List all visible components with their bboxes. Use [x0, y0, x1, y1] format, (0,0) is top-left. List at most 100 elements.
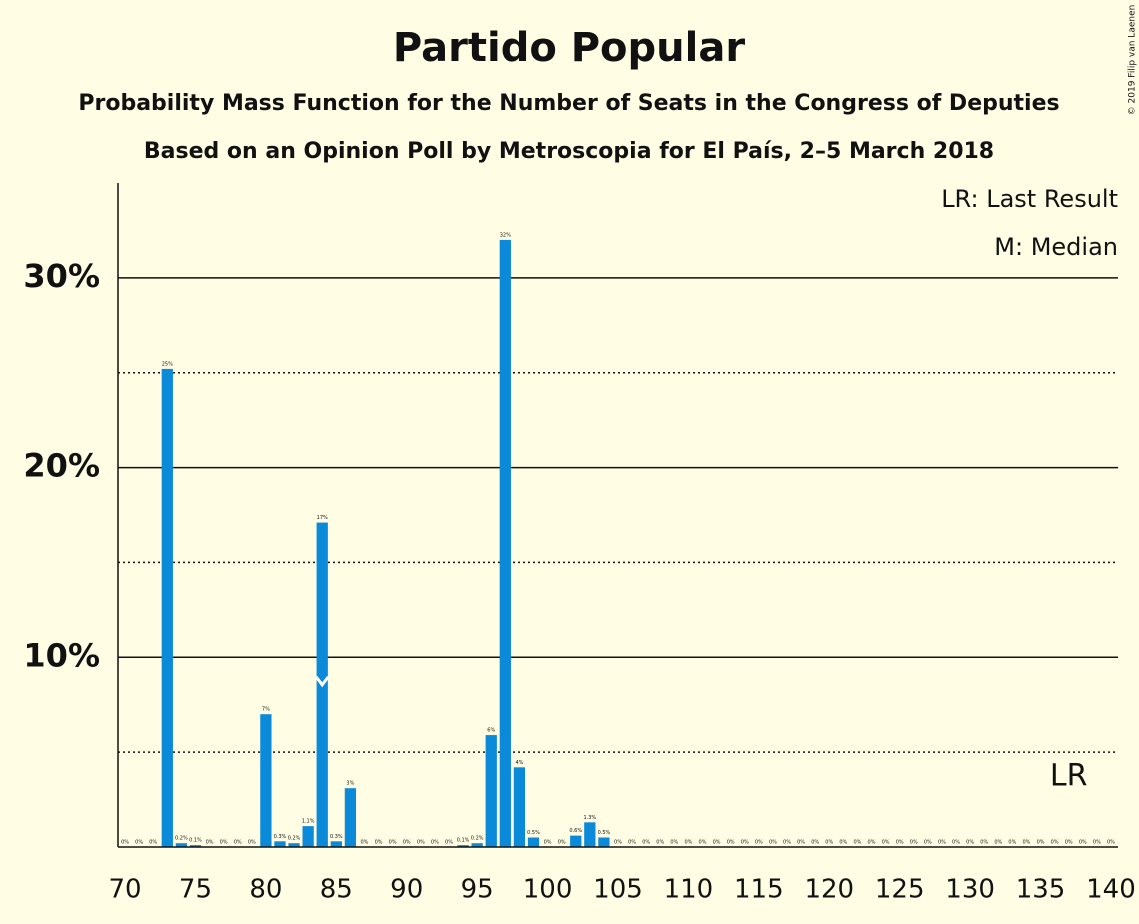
bar: [288, 843, 300, 847]
value-label: 7%: [262, 707, 270, 713]
x-tick-label: 110: [664, 875, 714, 905]
value-label: 0%: [994, 840, 1002, 846]
value-label: 0%: [938, 840, 946, 846]
value-label: 0%: [684, 840, 692, 846]
value-label: 0%: [1037, 840, 1045, 846]
subtitle: Based on an Opinion Poll by Metroscopia …: [144, 139, 994, 164]
value-label: 0%: [1079, 840, 1087, 846]
y-tick-label: 30%: [23, 257, 100, 295]
value-label: 0%: [417, 840, 425, 846]
bar: [598, 837, 610, 847]
bar: [274, 841, 286, 847]
value-label: 0%: [614, 840, 622, 846]
value-label: 0%: [149, 840, 157, 846]
bar: [485, 735, 497, 847]
value-label: 0.1%: [189, 838, 202, 844]
value-label: 3%: [346, 781, 354, 787]
value-label: 0%: [1022, 840, 1030, 846]
subtitle: Probability Mass Function for the Number…: [78, 91, 1059, 116]
value-label: 17%: [317, 515, 328, 521]
value-label: 0.2%: [471, 836, 484, 842]
value-label: 0%: [769, 840, 777, 846]
y-tick-label: 20%: [23, 447, 100, 485]
value-label: 0%: [924, 840, 932, 846]
bar: [584, 822, 596, 847]
value-label: 0%: [1065, 840, 1073, 846]
value-label: 0.5%: [527, 830, 540, 836]
x-tick-label: 90: [390, 875, 423, 905]
bar: [344, 788, 357, 847]
value-label: 0%: [375, 840, 383, 846]
value-label: 6%: [487, 728, 495, 734]
value-label: 0%: [1008, 840, 1016, 846]
bar: [175, 843, 188, 847]
x-tick-label: 130: [945, 875, 995, 905]
value-label: 0%: [755, 840, 763, 846]
value-label: 25%: [162, 361, 173, 367]
value-label: 0%: [642, 840, 650, 846]
value-label: 0%: [544, 840, 552, 846]
value-label: 0%: [670, 840, 678, 846]
value-label: 0%: [966, 840, 974, 846]
value-label: 0%: [868, 840, 876, 846]
bar: [330, 841, 342, 847]
x-tick-label: 125: [875, 875, 925, 905]
bar: [527, 837, 540, 847]
value-label: 0%: [1107, 840, 1115, 846]
x-tick-label: 75: [179, 875, 212, 905]
value-label: 0%: [1093, 840, 1101, 846]
chart-title: Partido Popular: [393, 25, 745, 71]
copyright: © 2019 Filip van Laenen: [1128, 5, 1138, 116]
value-label: 0%: [403, 840, 411, 846]
value-label: 0.6%: [569, 828, 582, 834]
bar: [189, 845, 202, 847]
value-label: 0%: [206, 840, 214, 846]
value-label: 0%: [445, 840, 453, 846]
value-label: 0%: [220, 840, 228, 846]
value-label: 0.2%: [288, 836, 301, 842]
bar: [471, 843, 483, 847]
value-label: 0%: [656, 840, 664, 846]
value-label: 0.2%: [175, 836, 188, 842]
value-label: 0%: [389, 840, 397, 846]
bar: [499, 239, 511, 847]
value-label: 0%: [558, 840, 566, 846]
value-label: 0%: [628, 840, 636, 846]
bar: [302, 826, 314, 847]
bar: [457, 845, 469, 847]
y-tick-label: 10%: [23, 636, 100, 674]
value-label: 0%: [853, 840, 861, 846]
value-label: 0.3%: [274, 834, 287, 840]
value-label: 0%: [121, 840, 129, 846]
value-label: 0%: [248, 840, 256, 846]
value-label: 0%: [713, 840, 721, 846]
bar: [513, 767, 526, 847]
x-tick-label: 70: [108, 875, 141, 905]
value-label: 0%: [980, 840, 988, 846]
value-label: 0%: [1051, 840, 1059, 846]
value-label: 4%: [515, 760, 523, 766]
x-tick-label: 105: [593, 875, 643, 905]
x-tick-label: 140: [1086, 875, 1136, 905]
value-label: 0%: [234, 840, 242, 846]
value-label: 0%: [797, 840, 805, 846]
median-marker: [315, 675, 330, 688]
value-label: 0%: [361, 840, 369, 846]
value-label: 0%: [952, 840, 960, 846]
value-label: 0%: [699, 840, 707, 846]
x-tick-label: 95: [461, 875, 494, 905]
value-label: 0%: [825, 840, 833, 846]
value-label: 0.3%: [330, 834, 343, 840]
value-label: 0%: [741, 840, 749, 846]
x-tick-label: 100: [523, 875, 573, 905]
value-label: 0%: [431, 840, 439, 846]
value-label: 0.5%: [598, 830, 611, 836]
x-tick-label: 120: [804, 875, 854, 905]
value-label: 0%: [896, 840, 904, 846]
value-label: 0%: [135, 840, 143, 846]
value-label: 0%: [727, 840, 735, 846]
bar: [570, 835, 582, 847]
value-label: 1.3%: [583, 815, 596, 821]
